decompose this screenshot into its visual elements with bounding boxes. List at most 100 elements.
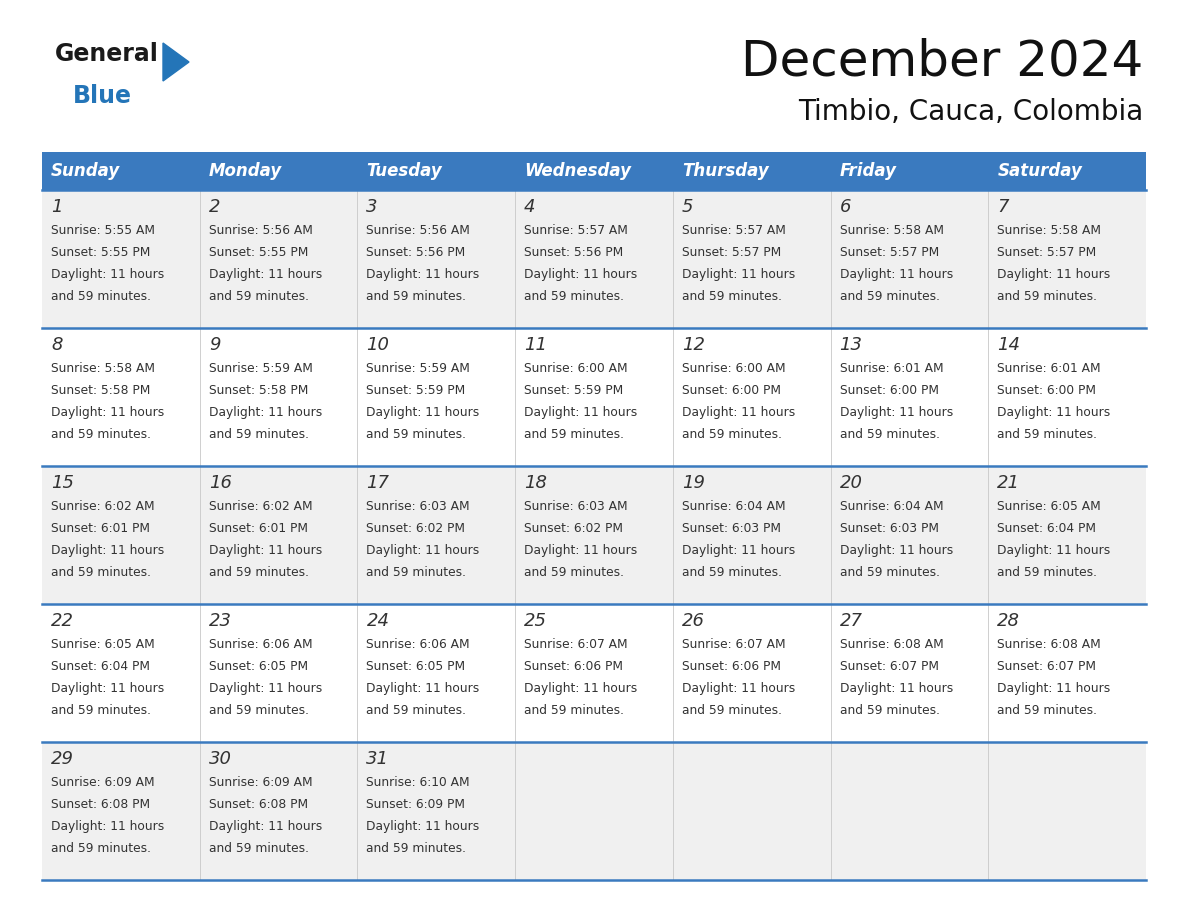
Text: Daylight: 11 hours: Daylight: 11 hours	[366, 820, 480, 833]
Text: Sunset: 6:04 PM: Sunset: 6:04 PM	[997, 522, 1097, 535]
Text: Sunset: 6:00 PM: Sunset: 6:00 PM	[682, 384, 781, 397]
Text: Sunset: 5:57 PM: Sunset: 5:57 PM	[682, 246, 781, 259]
Text: Sunrise: 6:02 AM: Sunrise: 6:02 AM	[51, 500, 154, 513]
Text: and 59 minutes.: and 59 minutes.	[682, 566, 782, 579]
Text: Sunrise: 5:58 AM: Sunrise: 5:58 AM	[51, 362, 154, 375]
Text: and 59 minutes.: and 59 minutes.	[209, 290, 309, 303]
Text: Sunrise: 6:00 AM: Sunrise: 6:00 AM	[524, 362, 627, 375]
Text: and 59 minutes.: and 59 minutes.	[209, 842, 309, 855]
Text: and 59 minutes.: and 59 minutes.	[997, 428, 1098, 441]
Text: 8: 8	[51, 336, 63, 354]
Bar	[42, 466, 1146, 604]
Bar	[516, 152, 672, 190]
Text: Sunset: 6:08 PM: Sunset: 6:08 PM	[209, 798, 308, 811]
Text: Daylight: 11 hours: Daylight: 11 hours	[682, 406, 795, 419]
Text: and 59 minutes.: and 59 minutes.	[524, 566, 624, 579]
Text: and 59 minutes.: and 59 minutes.	[51, 290, 151, 303]
Bar	[672, 152, 830, 190]
Text: Daylight: 11 hours: Daylight: 11 hours	[209, 406, 322, 419]
Text: Sunset: 6:09 PM: Sunset: 6:09 PM	[366, 798, 466, 811]
Text: 29: 29	[51, 750, 74, 768]
Text: and 59 minutes.: and 59 minutes.	[840, 428, 940, 441]
Text: Sunrise: 6:05 AM: Sunrise: 6:05 AM	[51, 638, 154, 651]
Text: Sunrise: 6:07 AM: Sunrise: 6:07 AM	[682, 638, 785, 651]
Text: and 59 minutes.: and 59 minutes.	[997, 704, 1098, 717]
Text: Daylight: 11 hours: Daylight: 11 hours	[51, 544, 164, 557]
Text: 10: 10	[366, 336, 390, 354]
Text: Daylight: 11 hours: Daylight: 11 hours	[51, 682, 164, 695]
Text: 17: 17	[366, 474, 390, 492]
Text: 28: 28	[997, 612, 1020, 630]
Text: General: General	[55, 42, 159, 66]
Text: Daylight: 11 hours: Daylight: 11 hours	[682, 682, 795, 695]
Text: and 59 minutes.: and 59 minutes.	[366, 842, 467, 855]
Text: Daylight: 11 hours: Daylight: 11 hours	[840, 268, 953, 281]
Text: Sunrise: 6:07 AM: Sunrise: 6:07 AM	[524, 638, 627, 651]
Text: Thursday: Thursday	[682, 162, 769, 180]
Text: 12: 12	[682, 336, 704, 354]
Text: Sunset: 5:55 PM: Sunset: 5:55 PM	[51, 246, 151, 259]
Text: 23: 23	[209, 612, 232, 630]
Text: Daylight: 11 hours: Daylight: 11 hours	[682, 268, 795, 281]
Text: Daylight: 11 hours: Daylight: 11 hours	[524, 406, 638, 419]
Bar	[200, 152, 358, 190]
Text: Sunrise: 6:09 AM: Sunrise: 6:09 AM	[209, 776, 312, 789]
Text: Sunset: 6:07 PM: Sunset: 6:07 PM	[840, 660, 939, 673]
Text: Sunset: 5:59 PM: Sunset: 5:59 PM	[366, 384, 466, 397]
Bar	[988, 152, 1146, 190]
Text: Sunset: 6:02 PM: Sunset: 6:02 PM	[366, 522, 466, 535]
Text: Daylight: 11 hours: Daylight: 11 hours	[682, 544, 795, 557]
Text: and 59 minutes.: and 59 minutes.	[682, 290, 782, 303]
Text: and 59 minutes.: and 59 minutes.	[997, 566, 1098, 579]
Text: 26: 26	[682, 612, 704, 630]
Text: Sunrise: 6:06 AM: Sunrise: 6:06 AM	[209, 638, 312, 651]
Text: 22: 22	[51, 612, 74, 630]
Text: Sunrise: 6:01 AM: Sunrise: 6:01 AM	[840, 362, 943, 375]
Text: Daylight: 11 hours: Daylight: 11 hours	[366, 268, 480, 281]
Text: Sunrise: 5:56 AM: Sunrise: 5:56 AM	[209, 224, 312, 237]
Text: Sunset: 6:03 PM: Sunset: 6:03 PM	[682, 522, 781, 535]
Text: Sunset: 6:01 PM: Sunset: 6:01 PM	[51, 522, 150, 535]
Text: Daylight: 11 hours: Daylight: 11 hours	[524, 268, 638, 281]
Text: Daylight: 11 hours: Daylight: 11 hours	[997, 544, 1111, 557]
Text: Tuesday: Tuesday	[366, 162, 442, 180]
Text: and 59 minutes.: and 59 minutes.	[840, 704, 940, 717]
Text: 2: 2	[209, 198, 220, 216]
Text: Blue: Blue	[72, 84, 132, 108]
Text: Sunset: 6:04 PM: Sunset: 6:04 PM	[51, 660, 150, 673]
Text: Daylight: 11 hours: Daylight: 11 hours	[840, 406, 953, 419]
Text: Sunrise: 5:57 AM: Sunrise: 5:57 AM	[524, 224, 628, 237]
Text: and 59 minutes.: and 59 minutes.	[840, 290, 940, 303]
Text: and 59 minutes.: and 59 minutes.	[524, 428, 624, 441]
Text: and 59 minutes.: and 59 minutes.	[366, 566, 467, 579]
Text: Daylight: 11 hours: Daylight: 11 hours	[51, 406, 164, 419]
Text: Sunrise: 6:01 AM: Sunrise: 6:01 AM	[997, 362, 1101, 375]
Text: Daylight: 11 hours: Daylight: 11 hours	[366, 682, 480, 695]
Text: Sunset: 6:00 PM: Sunset: 6:00 PM	[840, 384, 939, 397]
Text: Daylight: 11 hours: Daylight: 11 hours	[209, 544, 322, 557]
Text: Sunrise: 5:59 AM: Sunrise: 5:59 AM	[366, 362, 470, 375]
Text: Sunday: Sunday	[51, 162, 120, 180]
Text: Daylight: 11 hours: Daylight: 11 hours	[997, 682, 1111, 695]
Text: 15: 15	[51, 474, 74, 492]
Text: and 59 minutes.: and 59 minutes.	[524, 290, 624, 303]
Text: Sunrise: 5:59 AM: Sunrise: 5:59 AM	[209, 362, 312, 375]
Bar	[42, 190, 1146, 328]
Text: Daylight: 11 hours: Daylight: 11 hours	[997, 268, 1111, 281]
Text: Sunrise: 6:04 AM: Sunrise: 6:04 AM	[840, 500, 943, 513]
Text: 20: 20	[840, 474, 862, 492]
Text: 4: 4	[524, 198, 536, 216]
Text: Daylight: 11 hours: Daylight: 11 hours	[997, 406, 1111, 419]
Text: Sunrise: 6:08 AM: Sunrise: 6:08 AM	[997, 638, 1101, 651]
Text: Sunrise: 6:00 AM: Sunrise: 6:00 AM	[682, 362, 785, 375]
Text: 31: 31	[366, 750, 390, 768]
Text: 11: 11	[524, 336, 548, 354]
Text: Sunset: 6:00 PM: Sunset: 6:00 PM	[997, 384, 1097, 397]
Text: Daylight: 11 hours: Daylight: 11 hours	[51, 820, 164, 833]
Text: and 59 minutes.: and 59 minutes.	[682, 704, 782, 717]
Text: Monday: Monday	[209, 162, 282, 180]
Text: Sunrise: 6:10 AM: Sunrise: 6:10 AM	[366, 776, 470, 789]
Bar	[830, 152, 988, 190]
Text: Sunrise: 6:08 AM: Sunrise: 6:08 AM	[840, 638, 943, 651]
Text: Sunrise: 6:04 AM: Sunrise: 6:04 AM	[682, 500, 785, 513]
